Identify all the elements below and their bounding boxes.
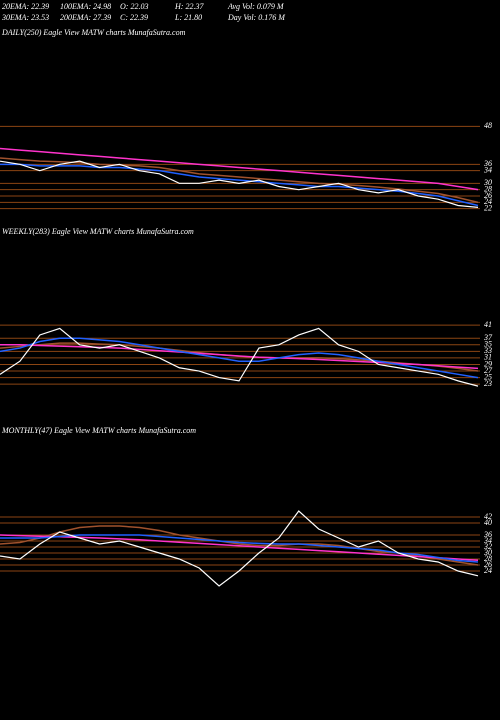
y-tick-label: 31 xyxy=(483,353,492,362)
y-tick-label: 23 xyxy=(484,379,492,388)
y-tick-label: 41 xyxy=(484,320,492,329)
header-stat: 200EMA: 27.39 xyxy=(60,13,111,22)
y-tick-label: 35 xyxy=(483,340,492,349)
price-line xyxy=(0,534,479,561)
y-tick-label: 42 xyxy=(484,512,492,521)
header-stat: H: 22.37 xyxy=(174,2,204,11)
price-line xyxy=(0,163,479,207)
y-tick-label: 25 xyxy=(484,372,492,381)
panel-title: WEEKLY(283) Eagle View MATW charts Munaf… xyxy=(2,227,194,236)
price-line xyxy=(0,344,479,370)
price-line xyxy=(0,327,479,387)
price-line xyxy=(0,157,479,204)
y-tick-label: 28 xyxy=(484,554,492,563)
y-tick-label: 26 xyxy=(484,560,492,569)
y-tick-label: 28 xyxy=(484,184,492,193)
y-tick-label: 48 xyxy=(484,121,492,130)
panel-title: DAILY(250) Eagle View MATW charts Munafa… xyxy=(1,28,186,37)
y-tick-label: 30 xyxy=(483,548,492,557)
y-tick-label: 34 xyxy=(483,165,492,174)
y-tick-label: 40 xyxy=(484,518,492,527)
y-tick-label: 22 xyxy=(484,203,492,212)
panel-title: MONTHLY(47) Eagle View MATW charts Munaf… xyxy=(1,426,196,435)
price-line xyxy=(0,160,479,208)
y-tick-label: 36 xyxy=(483,159,492,168)
price-line xyxy=(0,342,479,372)
header-stat: 100EMA: 24.98 xyxy=(60,2,111,11)
y-tick-label: 24 xyxy=(484,197,492,206)
header-stat: 30EMA: 23.53 xyxy=(1,13,49,22)
y-tick-label: 36 xyxy=(483,530,492,539)
y-tick-label: 33 xyxy=(483,346,492,355)
header-stat: Avg Vol: 0.079 M xyxy=(227,2,285,11)
header-stat: Day Vol: 0.176 M xyxy=(227,13,286,22)
header-stat: C: 22.39 xyxy=(120,13,148,22)
y-tick-label: 29 xyxy=(484,359,492,368)
y-tick-label: 24 xyxy=(484,566,492,575)
y-tick-label: 37 xyxy=(483,333,493,342)
price-line xyxy=(0,147,479,191)
header-stat: L: 21.80 xyxy=(174,13,202,22)
price-line xyxy=(0,510,479,587)
header-stat: 20EMA: 22.39 xyxy=(2,2,49,11)
y-tick-label: 26 xyxy=(484,191,492,200)
y-tick-label: 34 xyxy=(483,536,492,545)
y-tick-label: 30 xyxy=(483,178,492,187)
header-stat: O: 22.03 xyxy=(120,2,148,11)
price-line xyxy=(0,337,479,379)
y-tick-label: 27 xyxy=(484,366,493,375)
y-tick-label: 32 xyxy=(483,542,492,551)
price-line xyxy=(0,534,479,563)
